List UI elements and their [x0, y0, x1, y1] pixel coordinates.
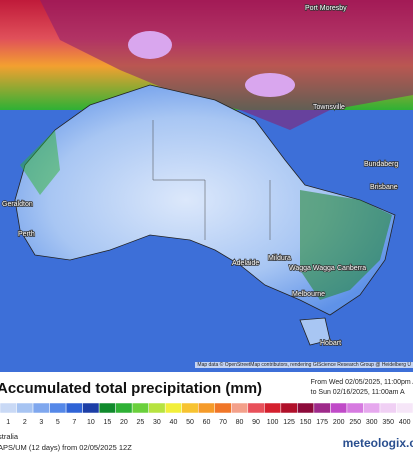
legend-swatch — [313, 402, 331, 414]
legend-label: 60 — [203, 419, 211, 426]
legend-swatch — [231, 402, 249, 414]
legend-label: 250 — [349, 419, 361, 426]
city-label: Geraldton — [2, 201, 33, 208]
legend-label: 200 — [333, 419, 345, 426]
city-label: Canberra — [337, 265, 366, 272]
legend-label: 7 — [72, 419, 76, 426]
legend-swatch — [330, 402, 348, 414]
city-label: Port Moresby — [305, 5, 347, 12]
legend-label: 400 — [399, 419, 411, 426]
legend-swatch — [32, 402, 50, 414]
legend-label: 30 — [153, 419, 161, 426]
legend-swatch — [115, 402, 133, 414]
legend-label: 50 — [186, 419, 194, 426]
heavy-rain — [40, 0, 413, 130]
legend-swatch — [98, 402, 116, 414]
legend-label: 90 — [252, 419, 260, 426]
legend-label: 175 — [316, 419, 328, 426]
legend-label: 150 — [300, 419, 312, 426]
city-label: Brisbane — [370, 184, 398, 191]
legend-label: 125 — [283, 419, 295, 426]
legend-label: 70 — [219, 419, 227, 426]
region: stralia — [0, 432, 19, 441]
brand: meteologix.c — [342, 436, 413, 450]
attribution: Map data © OpenStreetMap contributors, r… — [195, 362, 413, 368]
legend-swatch — [131, 402, 149, 414]
color-legend: 1 2 3 5 7 10 15 20 25 30 40 50 60 70 80 90 100 125 150 175 2… — [0, 402, 413, 426]
legend-swatch — [379, 402, 397, 414]
city-label: Townsville — [313, 104, 345, 111]
legend-label: 15 — [103, 419, 111, 426]
city-label: Melbourne — [292, 291, 325, 298]
date-from: From Wed 02/05/2025, 11:00pm A — [310, 379, 413, 386]
legend-swatch — [16, 402, 34, 414]
legend-label: 3 — [39, 419, 43, 426]
legend-swatch — [297, 402, 315, 414]
borders — [152, 120, 271, 240]
city-label: Perth — [18, 231, 35, 238]
city-label: Adelaide — [232, 260, 259, 267]
legend-swatch — [65, 402, 83, 414]
legend-label: 10 — [87, 419, 95, 426]
legend-label: 25 — [137, 419, 145, 426]
legend-swatch — [280, 402, 298, 414]
legend-label: 40 — [170, 419, 178, 426]
city-label: Bundaberg — [364, 161, 398, 168]
model-info: APS/UM (12 days) from 02/05/2025 12Z — [0, 443, 132, 452]
date-range: From Wed 02/05/2025, 11:00pm A to Sun 02… — [311, 378, 413, 398]
legend-swatch — [247, 402, 265, 414]
city-label: Wagga Wagga — [289, 265, 335, 272]
legend-label: 20 — [120, 419, 128, 426]
legend-swatch — [363, 402, 381, 414]
legend-swatch — [346, 402, 364, 414]
city-label: Mildura — [268, 255, 291, 262]
tasmania — [299, 317, 331, 346]
legend-swatch — [181, 402, 199, 414]
legend-swatch — [264, 402, 282, 414]
legend-swatch — [396, 402, 413, 414]
legend-swatch — [214, 402, 232, 414]
west-rain — [20, 130, 60, 195]
date-to: to Sun 02/16/2025, 11:00am A — [310, 389, 405, 396]
legend-swatch — [82, 402, 100, 414]
extreme-rain — [245, 73, 295, 97]
legend-label: 350 — [382, 419, 394, 426]
legend-label: 80 — [236, 419, 244, 426]
legend-label: 2 — [23, 419, 27, 426]
legend-label: 1 — [6, 419, 10, 426]
extreme-rain — [128, 31, 172, 59]
legend-swatch — [49, 402, 67, 414]
legend-swatch — [148, 402, 166, 414]
city-label: Hobart — [320, 340, 341, 347]
east-rain — [300, 190, 392, 300]
legend-label: 100 — [267, 419, 279, 426]
legend-label: 5 — [56, 419, 60, 426]
map: Port Moresby Townsville Bundaberg Brisba… — [0, 0, 413, 372]
legend-swatch — [0, 402, 17, 414]
legend-label: 300 — [366, 419, 378, 426]
legend-swatch — [197, 402, 216, 414]
legend-swatch — [164, 402, 182, 414]
map-title: Accumulated total precipitation (mm) — [0, 380, 263, 397]
